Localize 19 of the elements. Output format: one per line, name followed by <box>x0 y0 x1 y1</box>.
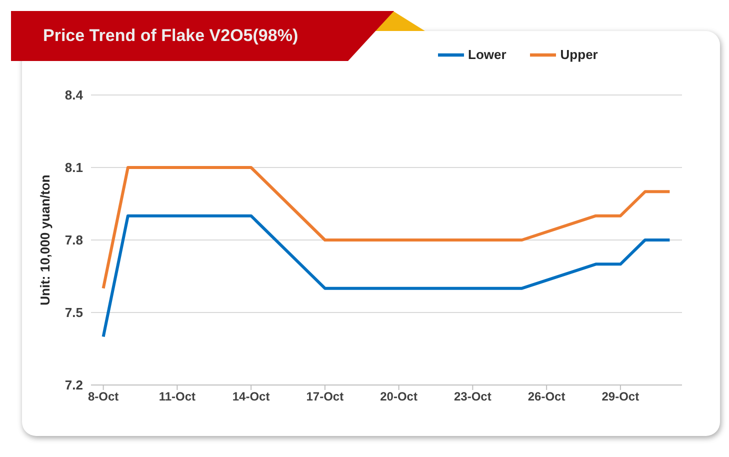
x-tick-label: 29-Oct <box>602 390 640 404</box>
x-tick-label: 11-Oct <box>158 390 196 404</box>
y-tick-label: 8.4 <box>64 88 84 103</box>
legend-label: Upper <box>560 47 598 62</box>
x-tick-label: 20-Oct <box>380 390 418 404</box>
x-tick-label: 14-Oct <box>232 390 270 404</box>
y-tick-label: 7.5 <box>64 305 83 320</box>
x-tick-label: 23-Oct <box>454 390 492 404</box>
line-series <box>102 166 672 290</box>
y-tick-label: 7.2 <box>64 378 83 393</box>
y-tick-label: 8.1 <box>64 160 83 176</box>
line-series <box>102 214 672 338</box>
chart-title: Price Trend of Flake V2O5(98%) <box>43 26 298 46</box>
y-axis-title: Unit: 10,000 yuan/ton <box>38 174 53 306</box>
y-tick-label: 7.8 <box>64 232 83 248</box>
x-tick-label: 17-Oct <box>306 390 344 404</box>
x-tick-label: 8-Oct <box>88 390 119 404</box>
legend-label: Lower <box>468 47 506 62</box>
x-tick-label: 26-Oct <box>528 390 566 404</box>
